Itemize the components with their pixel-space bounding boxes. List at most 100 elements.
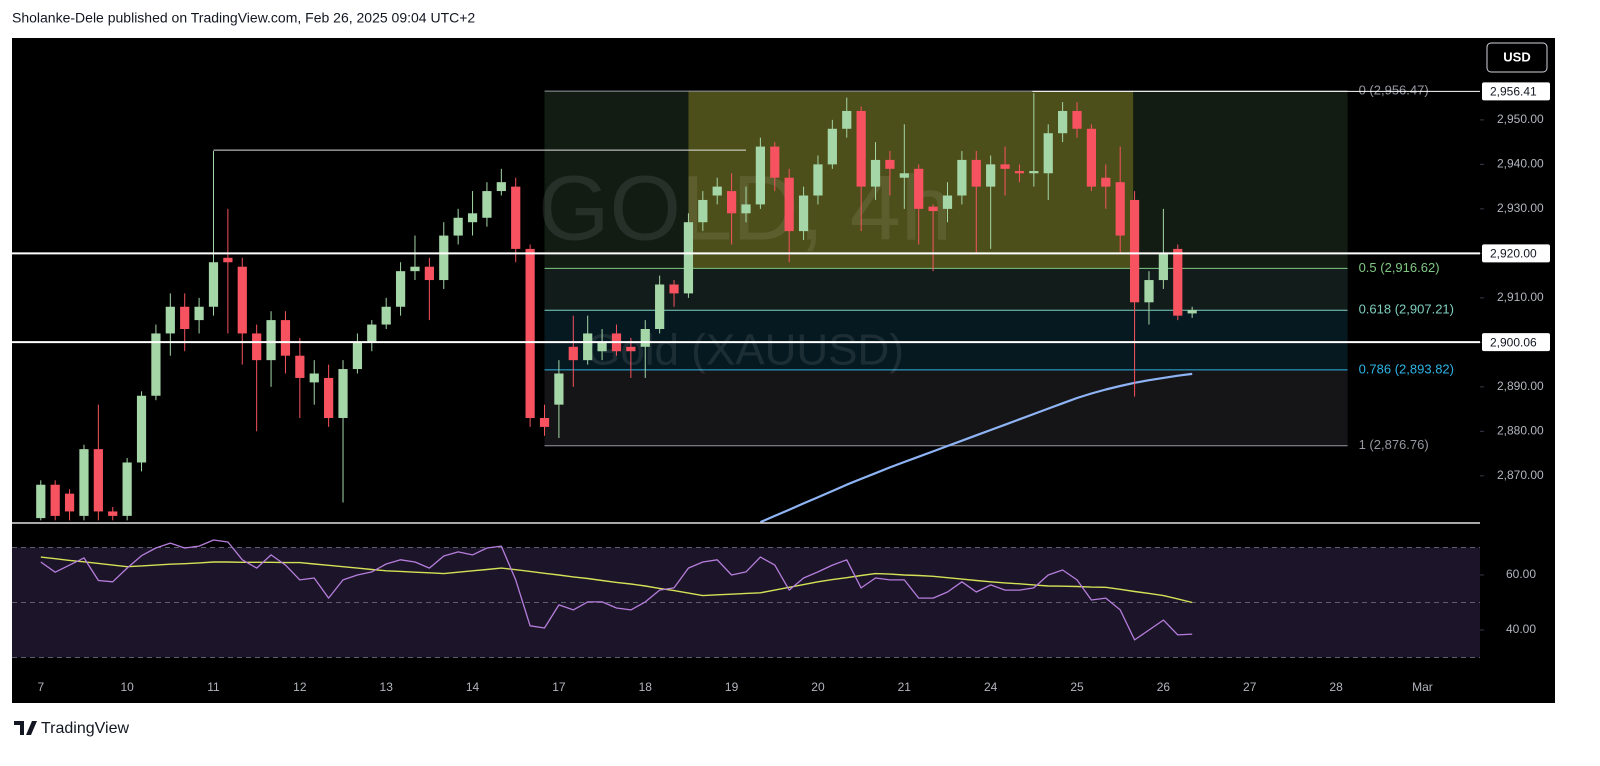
candle-body xyxy=(770,146,780,178)
y-tick-label: 2,880.00 xyxy=(1497,424,1544,438)
candle-body xyxy=(755,146,765,205)
candle-body xyxy=(683,222,694,294)
logo-mark xyxy=(14,721,24,735)
candle-body xyxy=(669,284,679,294)
candle-body xyxy=(583,333,593,361)
candle-body xyxy=(1086,128,1097,187)
x-tick-label: 19 xyxy=(725,680,739,694)
candle-body xyxy=(885,159,895,169)
logo-mark xyxy=(26,721,37,735)
x-tick-label: 11 xyxy=(207,680,220,694)
candle-body xyxy=(223,257,233,263)
x-tick-label: 18 xyxy=(639,680,653,694)
candle-body xyxy=(727,191,737,214)
candle-body xyxy=(1029,171,1039,174)
fib-zone xyxy=(544,268,1348,311)
fib-label: 1 (2,876.76) xyxy=(1359,437,1429,452)
moving-average xyxy=(759,372,1193,523)
x-tick-label: 26 xyxy=(1157,680,1171,694)
candle-body xyxy=(338,369,348,418)
candle-body xyxy=(1115,182,1125,236)
y-tick-label: 2,870.00 xyxy=(1497,468,1544,482)
price-label-box xyxy=(1482,333,1550,352)
candle-body xyxy=(957,159,967,196)
candle-body xyxy=(410,266,420,272)
fib-label: 0.786 (2,893.82) xyxy=(1359,361,1454,376)
candle-body xyxy=(1058,110,1068,134)
y-tick-label: 2,890.00 xyxy=(1497,379,1544,393)
candle-body xyxy=(482,191,492,218)
candle-body xyxy=(813,164,823,196)
candle-body xyxy=(899,173,909,178)
candle-body xyxy=(309,373,319,383)
candle-body xyxy=(208,262,219,307)
candle-body xyxy=(1000,164,1010,169)
candle-body xyxy=(64,493,75,512)
price-pane: 0 (2,956.47) 0.5 (2,916.62) 0.618 (2,907.2… xyxy=(12,83,1480,523)
candle-body xyxy=(842,110,852,129)
candle-body xyxy=(986,164,996,187)
candle-body xyxy=(151,333,161,396)
candle-body xyxy=(554,373,564,405)
price-label: 2,956.41 xyxy=(1490,85,1537,99)
candle-body xyxy=(971,159,981,187)
candle-body xyxy=(122,462,132,516)
fib-label: 0.618 (2,907.21) xyxy=(1359,302,1454,317)
candle-body xyxy=(525,248,535,418)
candle-body xyxy=(93,449,103,512)
candle-body xyxy=(352,342,363,370)
candle-body xyxy=(496,182,506,192)
header: Sholanke-Dele published on TradingView.c… xyxy=(12,10,475,26)
candle-body xyxy=(108,511,118,516)
x-tick-label: 7 xyxy=(37,680,44,694)
y-tick-label: 2,930.00 xyxy=(1497,201,1544,215)
x-tick-label: 14 xyxy=(466,680,480,694)
price-label: 2,920.00 xyxy=(1490,247,1537,261)
candle-body xyxy=(136,395,147,463)
candle-body xyxy=(914,168,924,209)
candle-body xyxy=(511,186,521,249)
candle-body xyxy=(1187,310,1197,314)
candle-body xyxy=(237,266,247,334)
x-tick-label: 10 xyxy=(120,680,134,694)
candle-body xyxy=(1129,199,1140,303)
candle-body xyxy=(266,320,276,361)
x-tick-label: Mar xyxy=(1412,680,1433,694)
candle-body xyxy=(928,206,938,212)
footer: TradingView xyxy=(41,720,129,737)
candle-body xyxy=(1043,133,1053,174)
candle-body xyxy=(655,284,665,329)
fib-label: 0.5 (2,916.62) xyxy=(1359,260,1440,275)
candle-body xyxy=(453,217,463,236)
currency-button-frame[interactable] xyxy=(1486,42,1548,73)
x-tick-label: 13 xyxy=(380,680,394,694)
currency-button[interactable]: USD xyxy=(1486,42,1548,73)
rsi-pane xyxy=(12,539,1480,658)
candle-body xyxy=(194,306,204,321)
candle-body xyxy=(395,271,406,307)
candle-body xyxy=(827,128,837,165)
candle-body xyxy=(1014,171,1025,174)
x-tick-label: 17 xyxy=(552,680,566,694)
x-tick-label: 27 xyxy=(1243,680,1257,694)
currency-label[interactable]: USD xyxy=(1503,49,1530,64)
x-tick-label: 21 xyxy=(898,680,912,694)
candle-body xyxy=(856,110,866,187)
candle-body xyxy=(784,177,794,232)
candle-body xyxy=(1072,110,1082,129)
watermark-subtitle: Gold (XAUUSD) xyxy=(586,326,904,375)
candle-body xyxy=(568,346,578,361)
price-label-box xyxy=(1482,244,1550,263)
candle-body xyxy=(50,484,60,516)
x-tick-label: 20 xyxy=(811,680,825,694)
candle-body xyxy=(180,306,190,329)
candle-body xyxy=(36,484,46,519)
candle-body xyxy=(367,324,377,343)
candle-body xyxy=(1158,253,1168,281)
candle-body xyxy=(640,329,650,347)
y-tick-label: 2,950.00 xyxy=(1497,112,1544,126)
fib-zone xyxy=(544,369,1348,446)
candle-body xyxy=(324,377,334,418)
